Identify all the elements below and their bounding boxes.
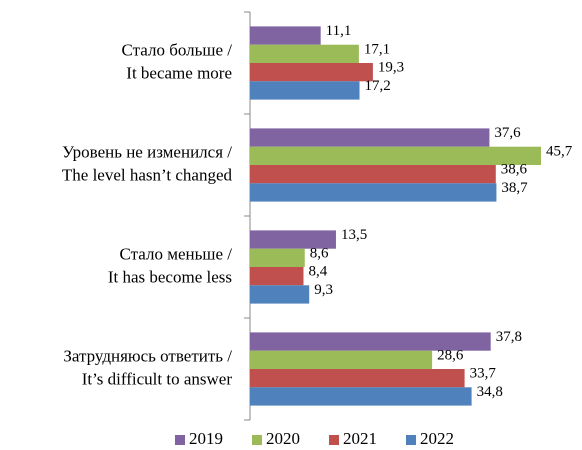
bar (250, 350, 433, 369)
category-label: The level hasn’t changed (62, 165, 233, 184)
value-label: 13,5 (341, 227, 367, 243)
value-label: 8,4 (308, 264, 327, 280)
bar (250, 128, 490, 147)
bar (250, 183, 497, 202)
category-label: Затрудняюсь ответить / (63, 346, 232, 365)
bar (250, 267, 304, 286)
bar (250, 230, 336, 249)
value-label: 34,8 (477, 384, 503, 400)
bar (250, 165, 496, 184)
bar (250, 387, 472, 406)
value-label: 28,6 (437, 347, 464, 363)
value-label: 37,6 (494, 125, 521, 141)
legend-swatch (175, 435, 185, 445)
bar (250, 285, 310, 304)
bar (250, 63, 373, 82)
value-label: 17,2 (365, 78, 391, 94)
bar (250, 44, 359, 63)
value-label: 9,3 (314, 282, 333, 298)
legend-label: 2021 (343, 429, 377, 448)
bar (250, 146, 541, 165)
bar (250, 332, 491, 351)
value-label: 37,8 (496, 329, 522, 345)
category-label: Стало меньше / (120, 244, 233, 263)
value-label: 8,6 (310, 245, 329, 261)
legend-swatch (329, 435, 339, 445)
bar (250, 248, 305, 267)
bar (250, 81, 360, 100)
category-label: Уровень не изменился / (62, 142, 232, 161)
bar (250, 26, 321, 45)
value-label: 33,7 (470, 366, 497, 382)
value-label: 38,6 (501, 162, 528, 178)
category-label: Стало больше / (122, 40, 233, 59)
value-label: 17,1 (364, 41, 390, 57)
value-label: 19,3 (378, 60, 404, 76)
legend-label: 2020 (266, 429, 300, 448)
value-label: 38,7 (501, 180, 528, 196)
category-label: It has become less (108, 267, 232, 286)
value-label: 11,1 (326, 23, 352, 39)
legend-label: 2022 (420, 429, 454, 448)
category-label: It became more (126, 63, 232, 82)
legend-swatch (406, 435, 416, 445)
legend-swatch (252, 435, 262, 445)
bar (250, 369, 465, 388)
category-label: It’s difficult to answer (82, 369, 233, 388)
legend-label: 2019 (189, 429, 223, 448)
value-label: 45,7 (546, 143, 573, 159)
